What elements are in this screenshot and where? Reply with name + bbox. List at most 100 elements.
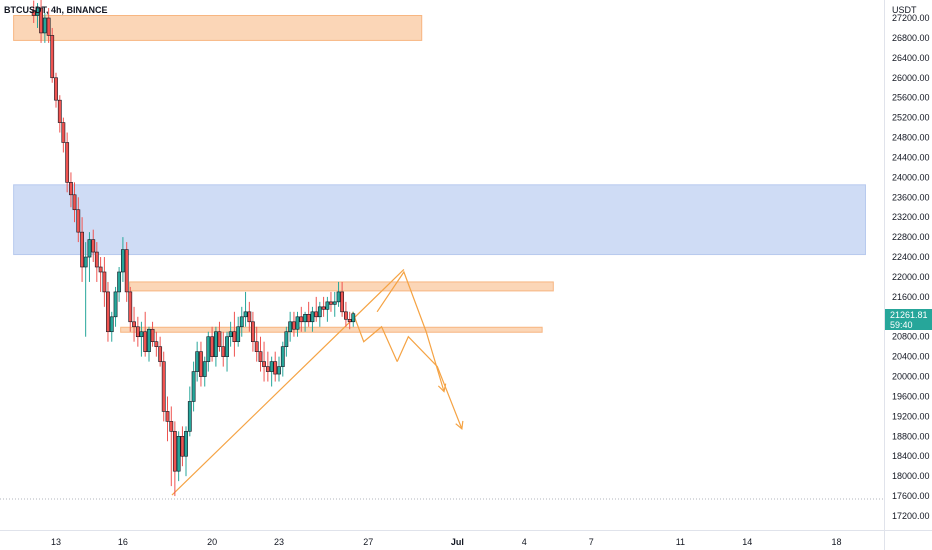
candle-body: [83, 256, 88, 268]
price-tick-label: 17200.00: [892, 511, 930, 521]
zones-layer: [13, 15, 866, 333]
symbol-title: BTCUSDT, 4h, BINANCE: [4, 5, 108, 15]
candle-body: [113, 291, 118, 318]
candle-body: [42, 17, 47, 34]
candle-body: [314, 311, 319, 318]
price-tick-label: 22800.00: [892, 232, 930, 242]
price-tick-label: 22000.00: [892, 272, 930, 282]
price-tick-label: 24800.00: [892, 133, 930, 143]
candle-body: [46, 17, 51, 36]
candle-body: [284, 331, 289, 347]
price-tick-label: 23600.00: [892, 192, 930, 202]
price-axis[interactable]: 27200.00 26800.00 26400.00 26000.00 25600.00…: [892, 13, 930, 521]
candle-body: [76, 209, 81, 233]
candle-body: [80, 231, 84, 268]
time-tick-label: 11: [676, 537, 685, 547]
candle-body: [39, 7, 43, 34]
candle-body: [199, 351, 203, 377]
candle-body: [124, 249, 129, 293]
last-price-tag-bg: [885, 309, 932, 330]
candle-body: [195, 351, 200, 372]
candle-body: [31, 10, 36, 16]
candle-body: [94, 251, 99, 268]
candle-body: [180, 436, 185, 457]
candle-body: [169, 421, 174, 432]
candle-body: [69, 182, 73, 196]
price-tick-label: 23200.00: [892, 212, 930, 222]
candle-body: [109, 316, 114, 333]
price-tick-label: 19600.00: [892, 391, 930, 401]
candle-body: [243, 311, 248, 318]
candle-body: [247, 311, 252, 323]
candle-body: [65, 142, 70, 183]
candle-body: [143, 331, 148, 352]
projection-path-c-arrowhead: [455, 420, 464, 431]
candle-body: [332, 301, 337, 305]
candle-body: [251, 321, 255, 342]
candle-body: [225, 336, 229, 357]
candle-body: [269, 361, 274, 372]
price-tick-label: 18400.00: [892, 451, 930, 461]
candle-body: [61, 122, 66, 143]
price-tick-label: 17600.00: [892, 491, 930, 501]
price-tick-label: 19200.00: [892, 411, 930, 421]
candle-body: [50, 35, 55, 79]
time-tick-label: 18: [831, 537, 841, 547]
time-tick-label: 20: [207, 537, 217, 547]
candle-body: [184, 431, 188, 457]
time-tick-label: 4: [522, 537, 527, 547]
price-tick-label: 26400.00: [892, 53, 930, 63]
candle-body: [35, 7, 40, 16]
candle-body: [172, 431, 177, 472]
candle-body: [106, 291, 110, 333]
candle-body: [254, 341, 259, 352]
candle-body: [347, 318, 352, 323]
projection-path-a: [376, 270, 445, 392]
candle-body: [288, 321, 293, 333]
candle-body: [265, 366, 270, 372]
candle-body: [213, 331, 218, 357]
price-tick-label: 24000.00: [892, 172, 930, 182]
candle-body: [87, 239, 92, 258]
candle-body: [303, 314, 307, 323]
time-tick-label: 27: [363, 537, 373, 547]
price-tick-label: 26000.00: [892, 73, 930, 83]
candle-body: [187, 401, 192, 432]
candle-body: [228, 331, 233, 338]
candle-body: [258, 351, 263, 362]
time-axis[interactable]: 13 16 20 23 27 Jul 4 7 11 14 18: [51, 537, 842, 547]
candle-body: [91, 239, 96, 253]
candle-body: [321, 306, 326, 310]
candle-body: [206, 336, 211, 362]
candle-body: [102, 271, 107, 293]
candle-body: [262, 361, 266, 367]
candle-body: [57, 99, 62, 123]
candle-body: [277, 366, 281, 375]
candle-body: [135, 326, 140, 338]
zone-lower-orange: [120, 326, 543, 333]
candle-body: [158, 346, 163, 362]
candle-body: [317, 306, 322, 318]
candle-body: [121, 249, 125, 273]
candle-body: [239, 316, 244, 328]
candle-body: [325, 301, 330, 310]
candle-body: [232, 331, 237, 342]
price-tick-label: 22400.00: [892, 252, 930, 262]
resistance-zone-blue: [13, 184, 866, 256]
candle-body: [351, 313, 356, 323]
supply-zone-top: [13, 15, 423, 41]
price-tick-label: 20800.00: [892, 332, 930, 342]
price-tick-label: 27200.00: [892, 13, 930, 23]
candle-body: [210, 336, 215, 357]
price-tick-label: 26800.00: [892, 33, 930, 43]
last-price-tag: 21261.81 59:40: [885, 309, 932, 330]
candle-body: [217, 331, 222, 347]
candle-body: [295, 316, 300, 330]
price-tick-label: 20400.00: [892, 352, 930, 362]
rising-trendline: [171, 269, 405, 496]
price-tick-label: 25600.00: [892, 93, 930, 103]
candle-body: [306, 314, 311, 323]
candle-body: [154, 341, 159, 347]
countdown-label: 59:40: [890, 320, 913, 330]
